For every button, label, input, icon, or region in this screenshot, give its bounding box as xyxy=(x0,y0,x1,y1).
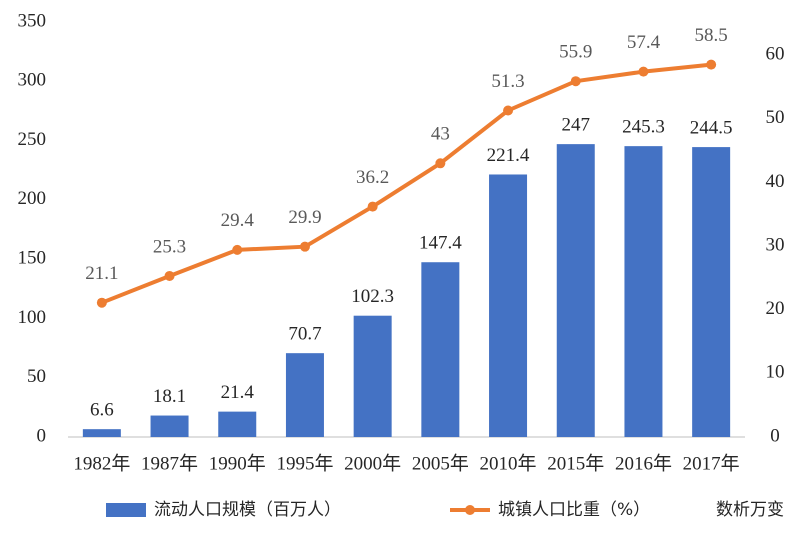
y-tick-label: 350 xyxy=(18,10,47,31)
data-label: 25.3 xyxy=(153,236,186,257)
y-tick-label: 100 xyxy=(18,307,47,328)
y2-tick-label: 60 xyxy=(766,43,785,64)
x-tick-label: 2017年 xyxy=(683,452,740,474)
bar xyxy=(489,174,528,438)
legend-label: 流动人口规模（百万人） xyxy=(154,500,341,520)
y-tick-label: 0 xyxy=(37,425,47,446)
bar xyxy=(692,147,731,438)
data-label: 6.6 xyxy=(90,400,114,421)
legend-label: 城镇人口比重（%） xyxy=(498,500,650,520)
y2-tick-label: 20 xyxy=(766,298,785,319)
bar xyxy=(421,262,460,437)
bar xyxy=(624,146,663,437)
data-label: 245.3 xyxy=(622,117,665,138)
y-tick-label: 250 xyxy=(18,129,47,150)
x-tick-label: 2005年 xyxy=(412,452,469,474)
y-tick-label: 300 xyxy=(18,70,47,91)
legend-swatch xyxy=(106,503,146,517)
data-label: 247 xyxy=(562,114,591,135)
y2-tick-label: 10 xyxy=(766,362,785,383)
x-tick-label: 2016年 xyxy=(615,452,672,474)
line-marker xyxy=(96,297,107,308)
legend-swatch xyxy=(465,505,475,515)
line xyxy=(101,62,712,305)
data-label: 43 xyxy=(431,124,450,145)
data-label: 18.1 xyxy=(153,386,186,407)
data-label: 21.1 xyxy=(85,263,118,284)
data-label: 21.4 xyxy=(221,382,255,403)
line-marker xyxy=(570,76,581,87)
x-tick-label: 2000年 xyxy=(344,452,401,474)
bar xyxy=(218,411,257,437)
x-tick-label: 1995年 xyxy=(276,452,333,474)
line-marker xyxy=(435,158,446,169)
data-label: 70.7 xyxy=(288,324,321,345)
line-marker xyxy=(638,66,649,77)
data-label: 29.4 xyxy=(221,210,255,231)
x-tick-label: 1987年 xyxy=(141,452,198,474)
data-label: 36.2 xyxy=(356,167,389,188)
x-tick-label: 1990年 xyxy=(209,452,266,474)
bar xyxy=(150,415,189,437)
bar xyxy=(556,144,595,437)
x-tick-label: 2010年 xyxy=(480,452,537,474)
data-label: 29.9 xyxy=(288,207,321,228)
data-label: 57.4 xyxy=(627,32,661,53)
data-label: 102.3 xyxy=(351,286,394,307)
y2-tick-label: 50 xyxy=(766,107,785,128)
y2-tick-label: 30 xyxy=(766,234,785,255)
watermark: 数析万变 xyxy=(716,500,784,520)
line-marker xyxy=(706,59,717,70)
y2-tick-label: 40 xyxy=(766,171,785,192)
y2-tick-label: 0 xyxy=(770,425,780,446)
data-label: 58.5 xyxy=(695,25,728,46)
data-label: 221.4 xyxy=(487,145,530,166)
data-label: 244.5 xyxy=(690,117,733,138)
line-marker xyxy=(503,105,514,116)
line-marker xyxy=(367,201,378,212)
bar xyxy=(285,353,324,437)
x-tick-label: 2015年 xyxy=(547,452,604,474)
bar xyxy=(82,429,121,437)
data-label: 51.3 xyxy=(491,71,524,92)
line-marker xyxy=(299,241,310,252)
y-tick-label: 150 xyxy=(18,248,47,269)
y-tick-label: 50 xyxy=(27,366,46,387)
data-label: 55.9 xyxy=(559,42,592,63)
line-marker xyxy=(164,270,175,281)
y-tick-label: 200 xyxy=(18,188,47,209)
bar xyxy=(353,315,392,437)
line-marker xyxy=(232,244,243,255)
data-label: 147.4 xyxy=(419,233,462,254)
x-tick-label: 1982年 xyxy=(73,452,130,474)
